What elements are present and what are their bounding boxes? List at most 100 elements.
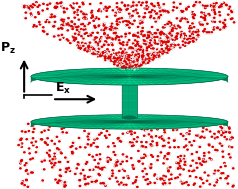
Circle shape — [172, 43, 175, 45]
Circle shape — [141, 40, 143, 41]
Circle shape — [137, 56, 138, 57]
Circle shape — [148, 11, 151, 13]
Circle shape — [199, 133, 200, 135]
Circle shape — [55, 145, 57, 146]
Circle shape — [219, 166, 222, 168]
Circle shape — [82, 47, 84, 49]
Circle shape — [105, 56, 107, 58]
Circle shape — [224, 163, 225, 165]
Circle shape — [86, 49, 88, 50]
Circle shape — [102, 7, 104, 8]
Circle shape — [116, 64, 118, 65]
Circle shape — [199, 22, 201, 23]
Circle shape — [111, 60, 113, 61]
Circle shape — [138, 43, 140, 44]
Circle shape — [53, 162, 55, 163]
Circle shape — [173, 139, 176, 142]
Circle shape — [64, 24, 67, 26]
Circle shape — [128, 45, 130, 47]
Circle shape — [163, 137, 164, 139]
Circle shape — [34, 3, 35, 4]
Circle shape — [169, 38, 171, 39]
Circle shape — [93, 16, 94, 18]
Circle shape — [140, 149, 141, 151]
Circle shape — [123, 65, 124, 67]
Circle shape — [142, 168, 143, 170]
Circle shape — [211, 8, 213, 9]
Circle shape — [109, 60, 110, 62]
Circle shape — [227, 7, 229, 9]
Circle shape — [168, 48, 171, 50]
Circle shape — [183, 146, 186, 148]
Circle shape — [96, 174, 97, 176]
Circle shape — [111, 27, 114, 29]
Circle shape — [154, 43, 156, 45]
Circle shape — [85, 18, 87, 20]
Circle shape — [83, 47, 84, 48]
Circle shape — [42, 12, 44, 13]
Circle shape — [99, 153, 101, 156]
Circle shape — [149, 28, 151, 29]
Circle shape — [74, 2, 76, 3]
Circle shape — [131, 57, 132, 58]
Circle shape — [121, 50, 123, 52]
Circle shape — [63, 183, 66, 186]
Circle shape — [160, 12, 162, 13]
Circle shape — [140, 62, 142, 64]
Circle shape — [149, 11, 152, 13]
Circle shape — [138, 30, 140, 31]
Circle shape — [100, 36, 103, 38]
Circle shape — [193, 30, 196, 33]
Circle shape — [75, 15, 77, 17]
Circle shape — [34, 28, 36, 29]
Circle shape — [62, 24, 65, 26]
Circle shape — [183, 137, 184, 139]
Circle shape — [178, 8, 180, 9]
Circle shape — [144, 12, 147, 14]
Circle shape — [126, 54, 129, 57]
Circle shape — [117, 140, 118, 141]
Circle shape — [61, 23, 63, 25]
Circle shape — [119, 23, 120, 24]
Circle shape — [18, 139, 19, 140]
Circle shape — [56, 154, 58, 155]
Circle shape — [223, 133, 225, 134]
Circle shape — [205, 7, 207, 9]
Circle shape — [189, 165, 192, 167]
Circle shape — [128, 57, 129, 58]
Circle shape — [116, 64, 118, 66]
Circle shape — [97, 28, 99, 29]
Circle shape — [124, 19, 126, 20]
Circle shape — [157, 21, 159, 22]
Circle shape — [54, 136, 55, 137]
Circle shape — [82, 169, 84, 171]
Circle shape — [105, 133, 107, 135]
Circle shape — [132, 56, 133, 57]
Circle shape — [150, 36, 152, 37]
Circle shape — [135, 67, 137, 69]
Circle shape — [181, 157, 183, 159]
Circle shape — [45, 32, 47, 33]
Circle shape — [224, 6, 226, 8]
Circle shape — [48, 149, 51, 152]
Circle shape — [154, 173, 156, 176]
Circle shape — [35, 144, 36, 145]
Circle shape — [53, 23, 55, 25]
Circle shape — [91, 52, 94, 54]
Circle shape — [64, 24, 65, 25]
Circle shape — [150, 57, 152, 58]
Circle shape — [214, 169, 217, 172]
Circle shape — [119, 42, 121, 44]
Circle shape — [140, 128, 143, 130]
Circle shape — [96, 19, 97, 20]
Circle shape — [208, 142, 209, 143]
Circle shape — [82, 145, 83, 147]
Circle shape — [60, 21, 61, 22]
Circle shape — [51, 22, 53, 23]
Circle shape — [202, 136, 203, 137]
Circle shape — [151, 54, 154, 57]
Circle shape — [32, 13, 34, 15]
Circle shape — [74, 6, 75, 8]
Circle shape — [58, 2, 60, 3]
Circle shape — [200, 31, 202, 33]
